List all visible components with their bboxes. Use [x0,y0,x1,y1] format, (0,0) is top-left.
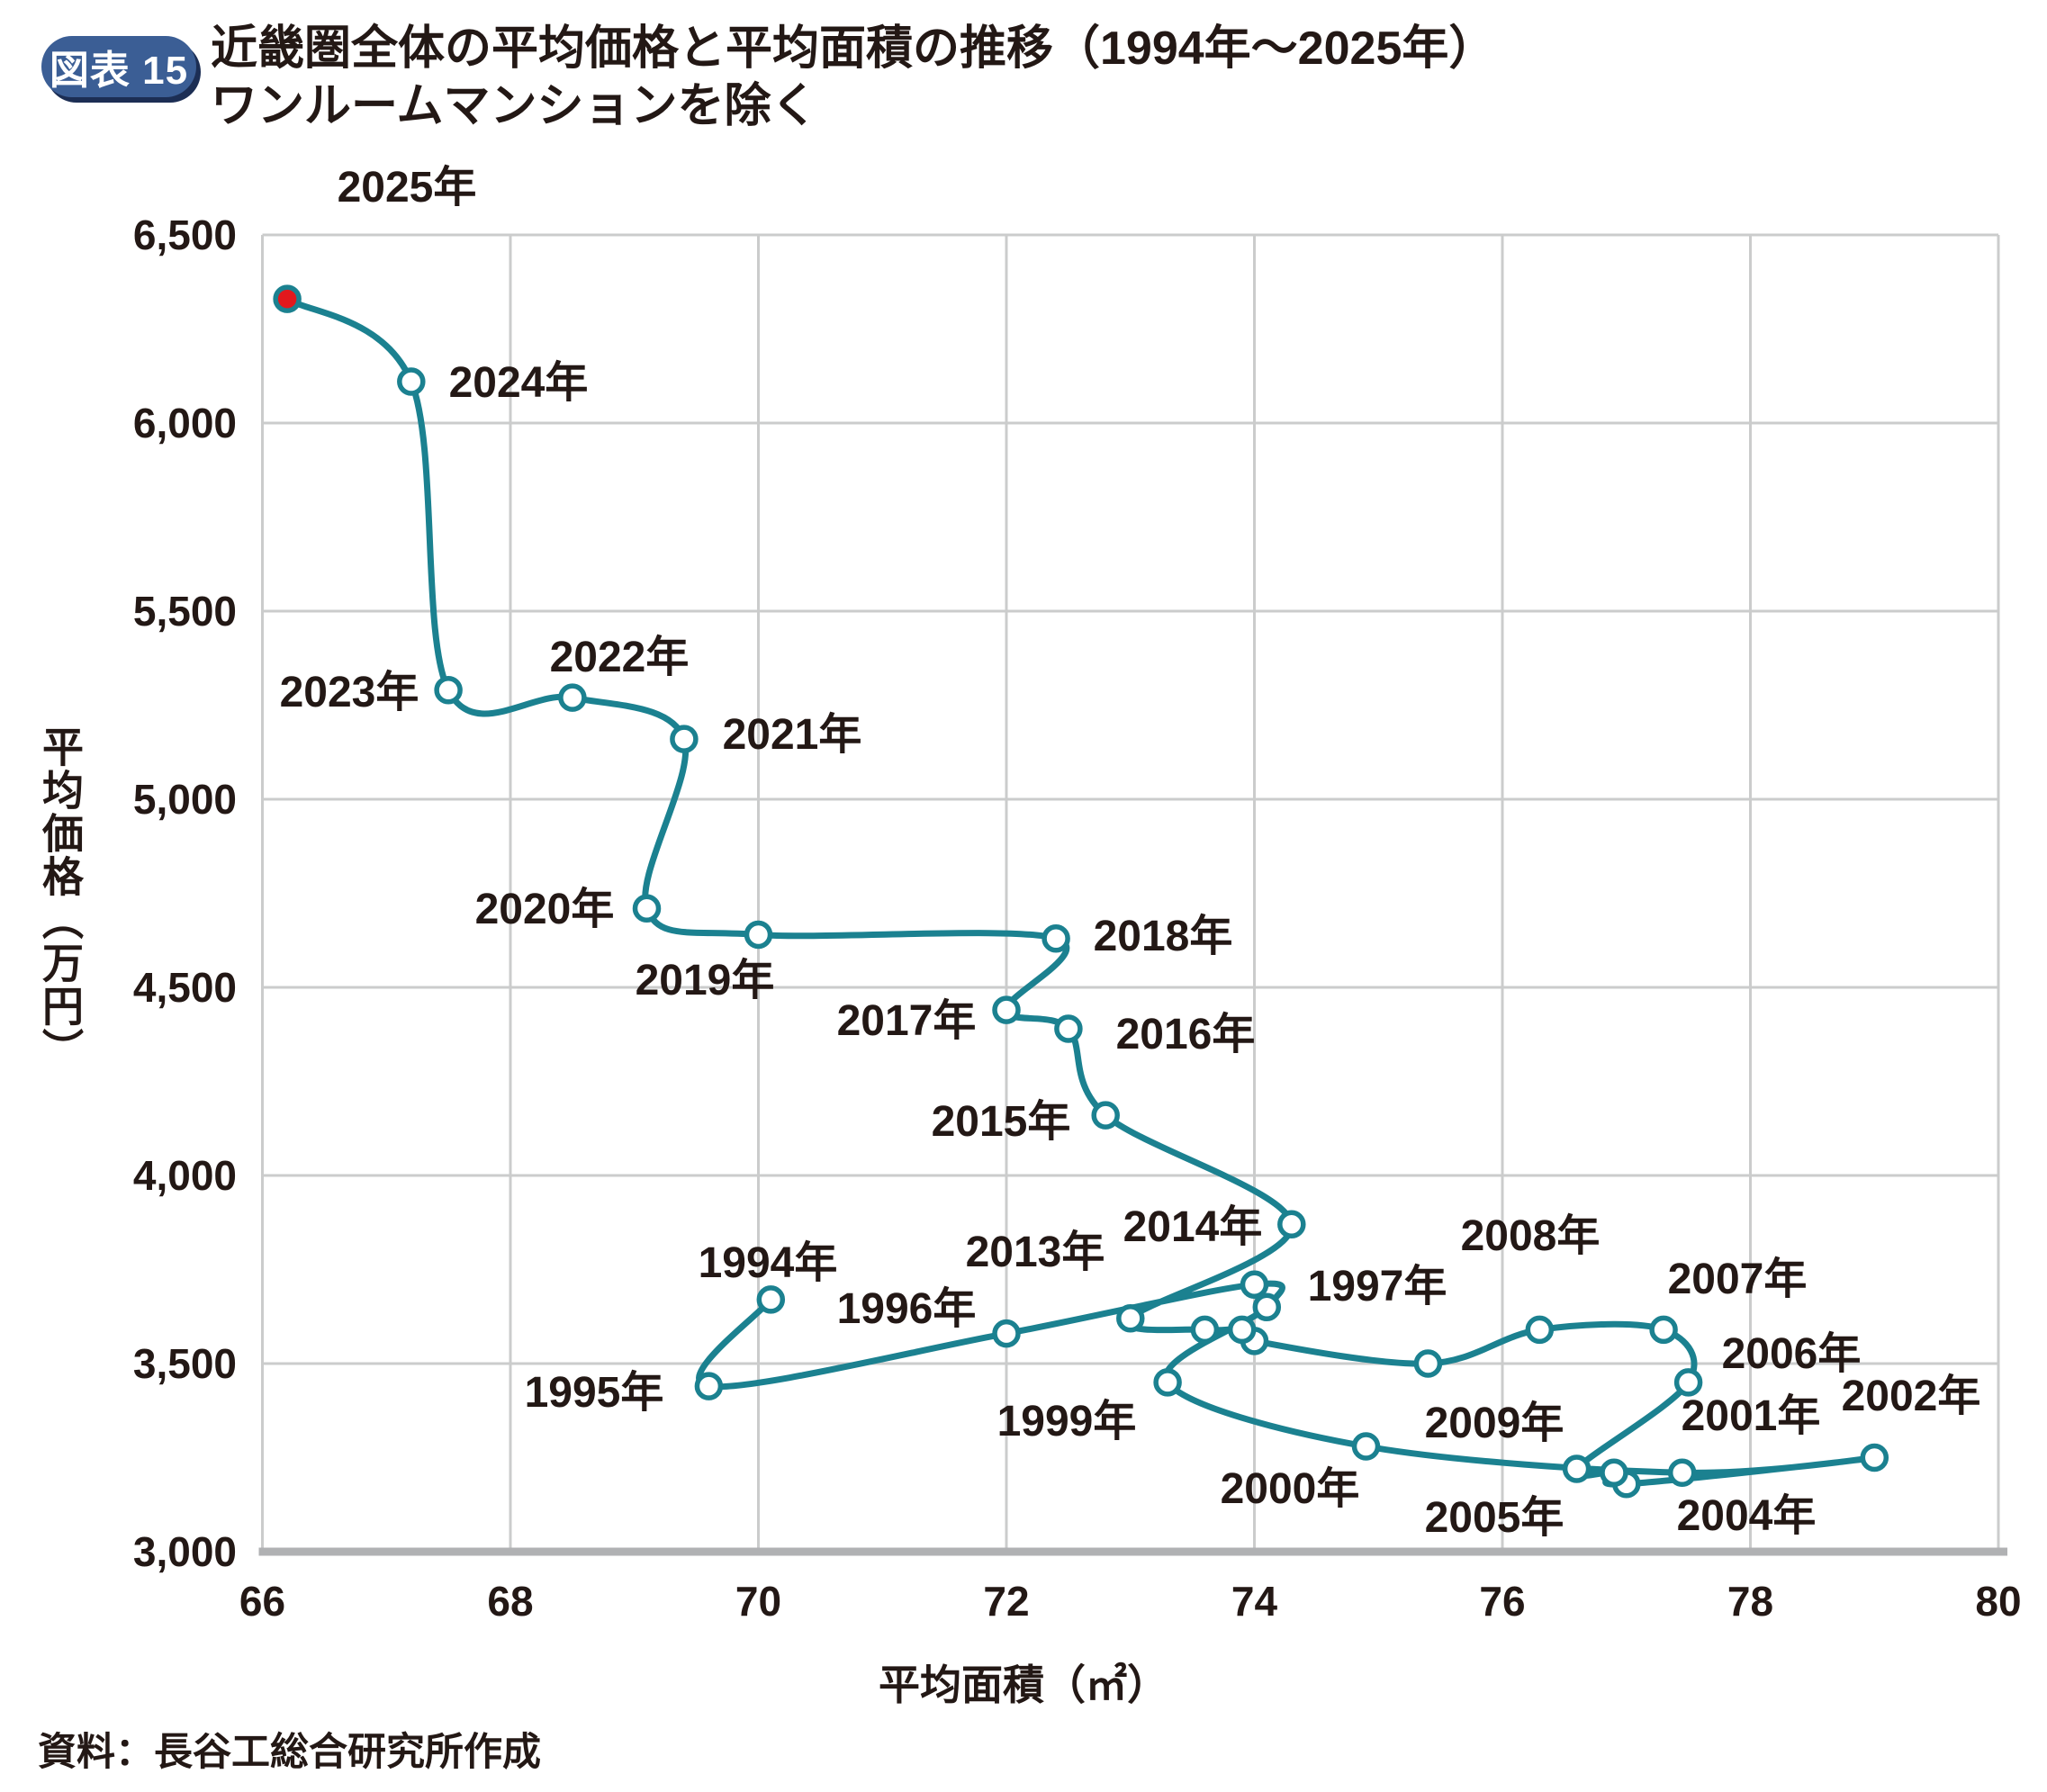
y-tick-label: 6,500 [133,212,237,258]
year-label: 2001年 [1682,1392,1821,1440]
year-label: 2021年 [723,711,862,759]
year-label: 2014年 [1123,1203,1263,1251]
data-point-marker [1190,1315,1220,1345]
x-tick-label: 72 [983,1578,1029,1625]
y-tick-label: 6,000 [133,400,237,446]
data-point-marker [1667,1458,1697,1487]
x-tick-label: 76 [1479,1578,1525,1625]
year-label: 2018年 [1094,913,1233,960]
y-axis-title: 平均価格（万円） [37,725,84,1071]
year-label: 2005年 [1425,1494,1565,1542]
year-label: 1995年 [525,1369,664,1417]
year-label: 2008年 [1461,1212,1601,1260]
x-tick-label: 66 [239,1578,285,1625]
x-tick-label: 74 [1231,1578,1278,1625]
data-point-marker [434,676,463,705]
y-tick-label: 4,500 [133,964,237,1011]
data-point-marker [1277,1210,1306,1239]
year-label: 2016年 [1116,1011,1256,1058]
source-note: 資料：長谷工総合研究所作成 [38,1731,541,1774]
year-label: 2002年 [1842,1373,1981,1420]
y-tick-label: 3,000 [133,1528,237,1575]
data-point-marker [756,1285,786,1314]
year-label: 1999年 [997,1398,1137,1445]
data-point-marker [992,995,1021,1024]
x-axis-title: 平均面積（㎡） [879,1661,1168,1708]
year-label: 1997年 [1308,1263,1447,1310]
x-tick-label: 78 [1727,1578,1773,1625]
data-point-marker [1153,1368,1182,1397]
figure-badge: 図表 15 [41,36,196,97]
data-point-marker [1227,1315,1257,1345]
data-point-marker [670,725,699,753]
data-point-marker [1649,1315,1678,1345]
year-label: 2004年 [1677,1492,1817,1540]
year-label: 2009年 [1425,1400,1565,1447]
x-tick-label: 80 [1975,1578,2021,1625]
data-point-marker [397,367,426,396]
data-point-marker [1091,1101,1120,1130]
year-label: 2022年 [550,634,690,681]
data-point-marker [1116,1304,1145,1333]
data-point-marker [1252,1292,1282,1322]
data-point-marker [558,683,587,712]
year-label: 2020年 [475,886,615,933]
year-label: 2017年 [837,997,977,1045]
y-tick-label: 5,000 [133,776,237,823]
data-point-marker [694,1372,724,1400]
year-label: 2024年 [449,359,589,407]
figure-title: 近畿圏全体の平均価格と平均面積の推移（1994年～2025年） ワンルームマンシ… [211,20,1495,135]
year-label: 2007年 [1668,1256,1808,1303]
data-point-marker [1240,1270,1269,1299]
year-label: 2025年 [338,164,477,212]
data-point-marker [1413,1349,1443,1378]
year-label: 1994年 [699,1239,838,1287]
y-tick-label: 5,500 [133,588,237,635]
x-tick-label: 70 [735,1578,781,1625]
year-label: 2015年 [932,1098,1071,1146]
year-label: 2006年 [1722,1330,1862,1378]
y-tick-label: 4,000 [133,1152,237,1199]
data-point-marker [1860,1443,1889,1472]
figure-title-line2: ワンルームマンションを除く [211,80,818,132]
year-label: 2013年 [966,1229,1105,1276]
y-tick-label: 3,500 [133,1340,237,1387]
year-label: 1996年 [837,1285,977,1333]
year-label: 2000年 [1221,1465,1360,1513]
data-point-marker-latest [273,284,302,313]
data-point-marker [744,920,773,950]
year-label: 2019年 [636,957,775,1004]
data-point-marker [1525,1315,1555,1345]
data-point-marker [1673,1368,1703,1397]
x-tick-label: 68 [487,1578,533,1625]
year-label: 2023年 [280,669,419,716]
data-point-marker [1562,1454,1592,1483]
data-point-marker [1351,1432,1381,1461]
data-point-marker [1042,923,1070,953]
figure-title-line1: 近畿圏全体の平均価格と平均面積の推移（1994年～2025年） [211,23,1496,75]
data-point-marker [1600,1458,1628,1487]
data-point-marker [632,894,662,923]
figure-badge-label: 図表 15 [49,49,189,93]
data-point-marker [1054,1014,1083,1043]
data-point-marker [992,1319,1021,1348]
